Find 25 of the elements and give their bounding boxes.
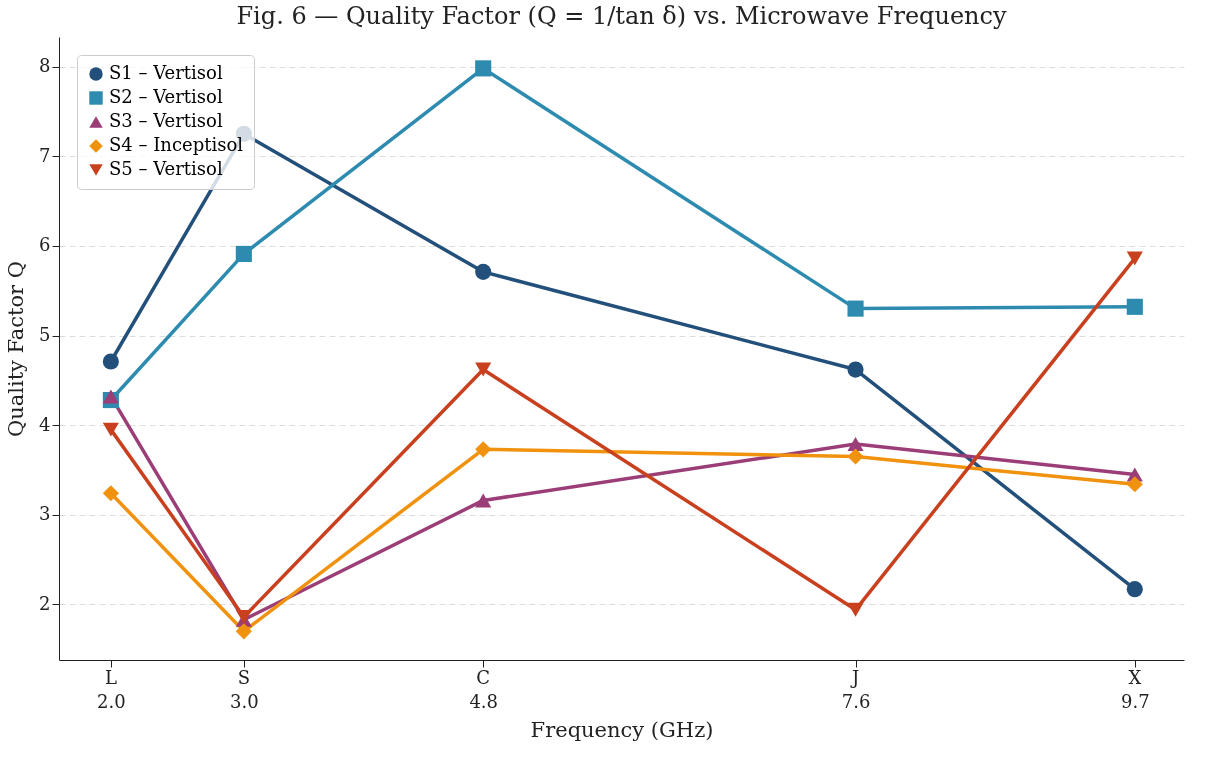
x-tick-label: 9.7: [1120, 690, 1150, 712]
y-tick-label: 3: [39, 503, 51, 525]
x-tick-label: 7.6: [841, 690, 871, 712]
chart-title: Fig. 6 — Quality Factor (Q = 1/tan δ) vs. Microwave Frequency: [236, 2, 1007, 30]
x-axis-title: Frequency (GHz): [530, 717, 714, 742]
y-tick-label: 5: [39, 324, 51, 345]
y-tick-label: 6: [39, 234, 51, 256]
y-tick-label: 2: [39, 592, 51, 614]
text: X: [1128, 667, 1142, 688]
text: J: [849, 667, 860, 688]
x-tick-label: 2.0: [97, 690, 126, 712]
x-tick-label: 4.8: [469, 690, 499, 712]
text: L: [104, 667, 117, 688]
y-tick-label: 7: [39, 144, 51, 166]
x-tick-label: 3.0: [230, 690, 259, 712]
legend-label: S5 – Vertisol: [109, 158, 223, 179]
legend-label: S1 – Vertisol: [109, 62, 223, 83]
legend-label: S3 – Vertisol: [109, 110, 223, 131]
text: S: [237, 667, 251, 688]
legend-label: S2 – Vertisol: [109, 86, 223, 107]
text: C: [476, 667, 491, 688]
legend-label: S4 – Inceptisol: [109, 134, 244, 155]
y-axis-title: Quality Factor Q: [4, 260, 29, 438]
y-tick-label: 4: [39, 413, 51, 435]
y-tick-label: 8: [39, 55, 51, 77]
